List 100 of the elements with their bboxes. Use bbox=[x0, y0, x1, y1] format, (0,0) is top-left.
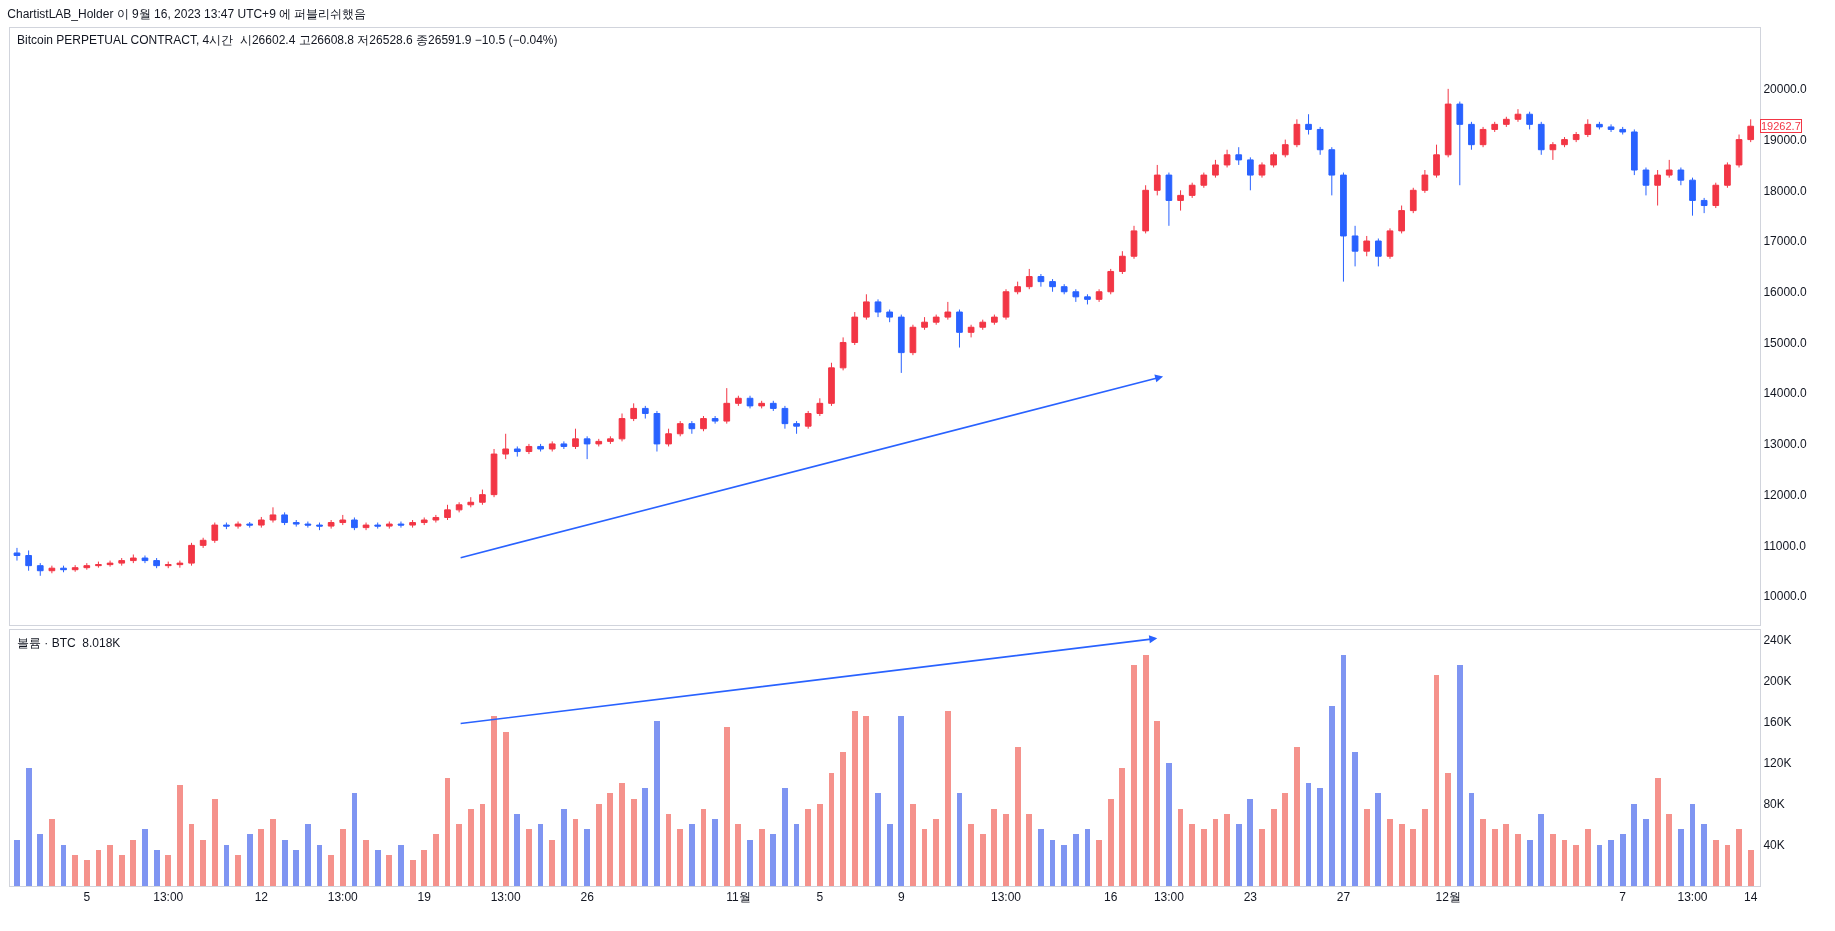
bar bbox=[735, 824, 741, 886]
candlestick bbox=[1060, 283, 1068, 295]
bar bbox=[1224, 814, 1230, 886]
y-tick-label: 16000.0 bbox=[1763, 284, 1808, 299]
candlestick bbox=[153, 557, 160, 569]
candlestick bbox=[304, 521, 312, 529]
bar bbox=[1538, 814, 1544, 886]
candlestick bbox=[537, 443, 544, 453]
bar bbox=[1247, 799, 1253, 886]
candlestick bbox=[804, 410, 812, 430]
candlestick bbox=[1747, 118, 1755, 143]
candlestick bbox=[607, 435, 614, 445]
candlestick bbox=[1072, 288, 1080, 303]
candlestick bbox=[956, 309, 963, 349]
x-tick-label: 13:00 bbox=[153, 890, 184, 905]
bar bbox=[1119, 768, 1125, 886]
bar bbox=[1073, 834, 1079, 886]
candlestick bbox=[991, 314, 998, 326]
bar bbox=[1562, 840, 1567, 886]
candlestick bbox=[1630, 128, 1638, 176]
bar bbox=[991, 809, 997, 886]
bar bbox=[1690, 804, 1695, 886]
bar bbox=[840, 752, 846, 886]
bar bbox=[596, 804, 602, 886]
candlestick bbox=[1526, 111, 1533, 130]
bar bbox=[980, 834, 986, 886]
candlestick bbox=[560, 440, 568, 450]
candlestick bbox=[897, 314, 905, 374]
bar bbox=[421, 850, 427, 886]
candlestick bbox=[735, 395, 742, 407]
bar bbox=[1655, 778, 1661, 886]
candlestick bbox=[385, 521, 393, 530]
bar bbox=[747, 840, 753, 886]
candlestick bbox=[746, 395, 754, 409]
candlestick bbox=[1328, 146, 1336, 196]
candlestick bbox=[1375, 238, 1382, 267]
bar bbox=[642, 788, 648, 886]
candlestick bbox=[36, 562, 44, 577]
candlestick bbox=[572, 428, 579, 450]
candlestick bbox=[1200, 172, 1208, 189]
candlestick bbox=[25, 549, 32, 572]
candlestick bbox=[583, 435, 591, 460]
x-tick-label: 16 bbox=[1104, 890, 1118, 905]
bar bbox=[1003, 814, 1009, 886]
bar bbox=[1178, 809, 1183, 886]
bar bbox=[631, 799, 637, 886]
candlestick bbox=[851, 311, 859, 346]
bar bbox=[677, 829, 683, 886]
candlestick bbox=[106, 560, 114, 568]
candlestick bbox=[828, 362, 835, 407]
bar bbox=[1410, 829, 1416, 886]
bar bbox=[503, 732, 509, 886]
x-tick-label: 23 bbox=[1243, 890, 1258, 905]
bar bbox=[1271, 809, 1277, 886]
candlestick bbox=[1119, 250, 1126, 275]
bar bbox=[49, 819, 55, 886]
bar bbox=[887, 824, 893, 886]
y-tick-label: 40K bbox=[1763, 838, 1785, 853]
candlestick bbox=[1700, 197, 1708, 214]
x-tick-label: 19 bbox=[417, 890, 432, 905]
candlestick bbox=[1386, 227, 1394, 260]
candlestick bbox=[758, 400, 766, 409]
bar bbox=[770, 834, 776, 886]
candlestick bbox=[1025, 268, 1033, 290]
candlestick bbox=[723, 387, 731, 425]
candlestick bbox=[1305, 113, 1312, 136]
x-tick-label: 12월 bbox=[1435, 890, 1461, 905]
candlestick bbox=[967, 324, 975, 338]
candlestick bbox=[444, 504, 451, 521]
bar bbox=[1108, 799, 1114, 886]
candlestick bbox=[932, 314, 940, 326]
candlestick bbox=[281, 511, 288, 526]
y-tick-label: 12000.0 bbox=[1763, 487, 1808, 502]
candlestick bbox=[1107, 268, 1115, 295]
candlestick bbox=[1130, 225, 1138, 260]
bar bbox=[258, 829, 264, 886]
candlestick bbox=[1537, 121, 1545, 156]
bar bbox=[1061, 845, 1067, 886]
candlestick bbox=[1444, 88, 1452, 158]
bar bbox=[1480, 819, 1486, 886]
bar bbox=[933, 819, 939, 886]
candlestick bbox=[1572, 131, 1580, 143]
candlestick bbox=[246, 521, 254, 529]
candlestick bbox=[409, 519, 416, 529]
bar bbox=[1713, 840, 1719, 886]
candlestick bbox=[1293, 118, 1301, 148]
bar bbox=[1143, 655, 1149, 886]
candlestick bbox=[1677, 166, 1685, 186]
x-tick-label: 13:00 bbox=[1677, 890, 1708, 905]
bar bbox=[480, 804, 485, 886]
bar bbox=[14, 840, 20, 886]
y-tick-label: 160K bbox=[1763, 714, 1792, 729]
bar bbox=[1434, 675, 1439, 886]
bar bbox=[968, 824, 974, 886]
bar bbox=[445, 778, 450, 886]
bar bbox=[922, 829, 927, 886]
bar bbox=[1131, 665, 1137, 886]
candlestick bbox=[618, 412, 626, 442]
bar bbox=[910, 804, 916, 886]
candlestick bbox=[1479, 126, 1487, 148]
